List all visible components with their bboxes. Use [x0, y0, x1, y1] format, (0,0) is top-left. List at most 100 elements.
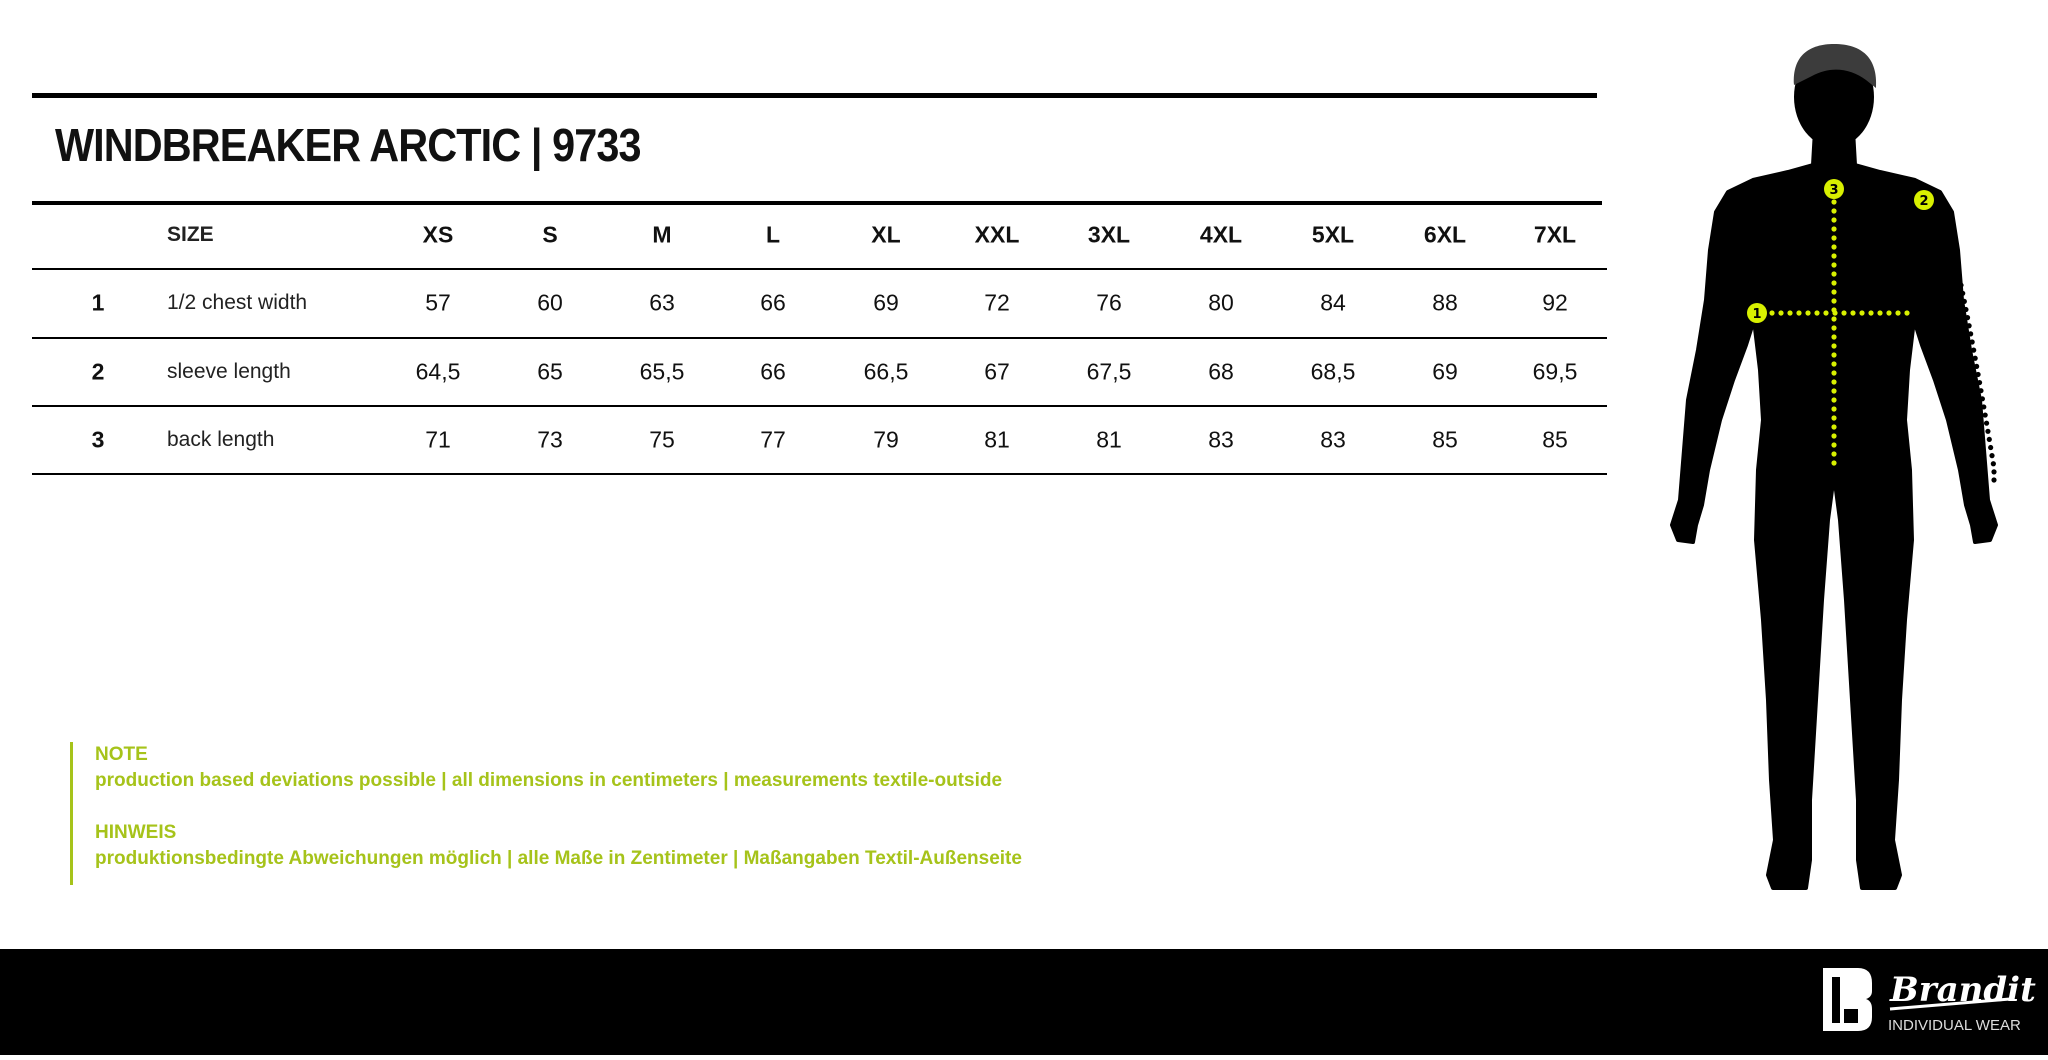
chest-dot: [1868, 310, 1874, 316]
table-cell: 76: [1096, 289, 1122, 316]
note-heading: NOTE: [95, 744, 148, 765]
table-cell: 73: [537, 426, 563, 453]
back-dot: [1831, 379, 1837, 385]
top-rule: [32, 93, 1597, 98]
sleeve-dot: [1983, 420, 1990, 426]
table-cell: 63: [649, 289, 675, 316]
back-dot: [1831, 334, 1837, 340]
size-column-header: 7XL: [1533, 221, 1577, 248]
size-column-header: L: [765, 221, 781, 248]
brandit-logo: Brandit INDIVIDUAL WEAR: [1823, 968, 2036, 1034]
sleeve-dot: [1964, 315, 1971, 321]
size-column-header: 6XL: [1423, 221, 1467, 248]
back-dot: [1831, 262, 1837, 268]
row-number: 1: [91, 289, 105, 316]
table-cell: 83: [1208, 426, 1234, 453]
table-cell: 69,5: [1532, 358, 1578, 385]
back-dot: [1831, 343, 1837, 349]
sleeve-dot: [1989, 453, 1995, 459]
sleeve-dot: [1945, 233, 1952, 240]
sleeve-dot: [1966, 323, 1972, 329]
table-top-rule: [32, 201, 1602, 205]
sleeve-dot: [1953, 258, 1959, 264]
table-cell: 69: [873, 289, 899, 316]
back-dot: [1831, 424, 1837, 430]
table-cell: 65: [537, 358, 563, 385]
table-cell: 81: [1096, 426, 1122, 453]
back-dot: [1831, 361, 1837, 367]
table-cell: 79: [873, 426, 899, 453]
sleeve-dot: [1958, 282, 1964, 288]
back-dot: [1831, 244, 1837, 250]
back-dot: [1831, 271, 1837, 277]
size-column-header: M: [652, 221, 672, 248]
svg-text:INDIVIDUAL WEAR: INDIVIDUAL WEAR: [1888, 1017, 2021, 1034]
sleeve-dot: [1933, 201, 1939, 207]
back-dot: [1831, 370, 1837, 376]
table-cell: 66: [760, 289, 786, 316]
marker-2: 2: [1914, 190, 1934, 210]
back-dot: [1831, 289, 1837, 295]
chest-dot: [1787, 310, 1793, 316]
sleeve-dot: [1937, 209, 1943, 215]
chest-dot: [1877, 310, 1883, 316]
sleeve-dot: [1974, 363, 1980, 369]
sleeve-dot: [1969, 339, 1975, 345]
table-cell: 84: [1320, 289, 1346, 316]
svg-text:1: 1: [1752, 307, 1761, 322]
table-cell: 83: [1320, 426, 1346, 453]
sleeve-dot: [1960, 290, 1966, 296]
chest-dot: [1769, 310, 1775, 316]
hinweis-heading: HINWEIS: [95, 822, 177, 843]
size-column-header: 4XL: [1199, 221, 1243, 248]
table-cell: 57: [425, 289, 451, 316]
sleeve-dot: [1943, 225, 1949, 231]
size-column-header: XL: [871, 221, 901, 248]
row-label: 1/2 chest width: [167, 291, 308, 314]
table-bottom-rule: [32, 473, 1607, 475]
table-cell: 88: [1432, 289, 1458, 316]
back-dot: [1831, 325, 1837, 331]
footer-bar: Brandit INDIVIDUAL WEAR: [0, 949, 2048, 1055]
sleeve-dot: [1981, 404, 1987, 410]
marker-3: 3: [1824, 179, 1844, 199]
marker-1: 1: [1747, 303, 1767, 323]
chest-dot: [1904, 310, 1910, 316]
svg-text:2: 2: [1919, 194, 1928, 209]
back-dot: [1831, 280, 1837, 286]
hair: [1793, 44, 1877, 88]
sleeve-dot: [1971, 347, 1977, 353]
back-dot: [1831, 298, 1837, 304]
sleeve-dot: [1991, 469, 1997, 475]
size-column-header: 3XL: [1087, 221, 1131, 248]
hinweis-text: produktionsbedingte Abweichungen möglich…: [95, 848, 1022, 869]
table-cell: 68,5: [1310, 358, 1356, 385]
measurement-lines: [1769, 199, 1997, 483]
back-dot: [1831, 460, 1837, 466]
sleeve-dot: [1979, 396, 1985, 402]
table-cell: 81: [984, 426, 1010, 453]
sleeve-dot: [1975, 371, 1981, 378]
size-column-header: 5XL: [1311, 221, 1355, 248]
table-rule: [32, 268, 1607, 270]
brandit-b-icon: [1823, 968, 1872, 1031]
size-column-header: XS: [422, 221, 454, 248]
chest-dot: [1886, 310, 1892, 316]
table-cell: 71: [425, 426, 451, 453]
table-cell: 67: [984, 358, 1010, 385]
chest-dot: [1859, 310, 1865, 316]
sleeve-dot: [1978, 388, 1984, 394]
table-cell: 66,5: [863, 358, 909, 385]
table-cell: 66: [760, 358, 786, 385]
size-header: SIZE: [167, 223, 214, 246]
sleeve-dot: [1988, 444, 1994, 451]
size-column-header: XXL: [974, 221, 1020, 248]
table-cell: 67,5: [1086, 358, 1132, 385]
sleeve-dot: [1990, 461, 1996, 467]
table-cell: 68: [1208, 358, 1234, 385]
row-label: sleeve length: [167, 360, 291, 383]
chest-dot: [1778, 310, 1784, 316]
note-text: production based deviations possible | a…: [95, 770, 1003, 791]
table-cell: 85: [1432, 426, 1458, 453]
sleeve-dot: [1950, 250, 1957, 256]
